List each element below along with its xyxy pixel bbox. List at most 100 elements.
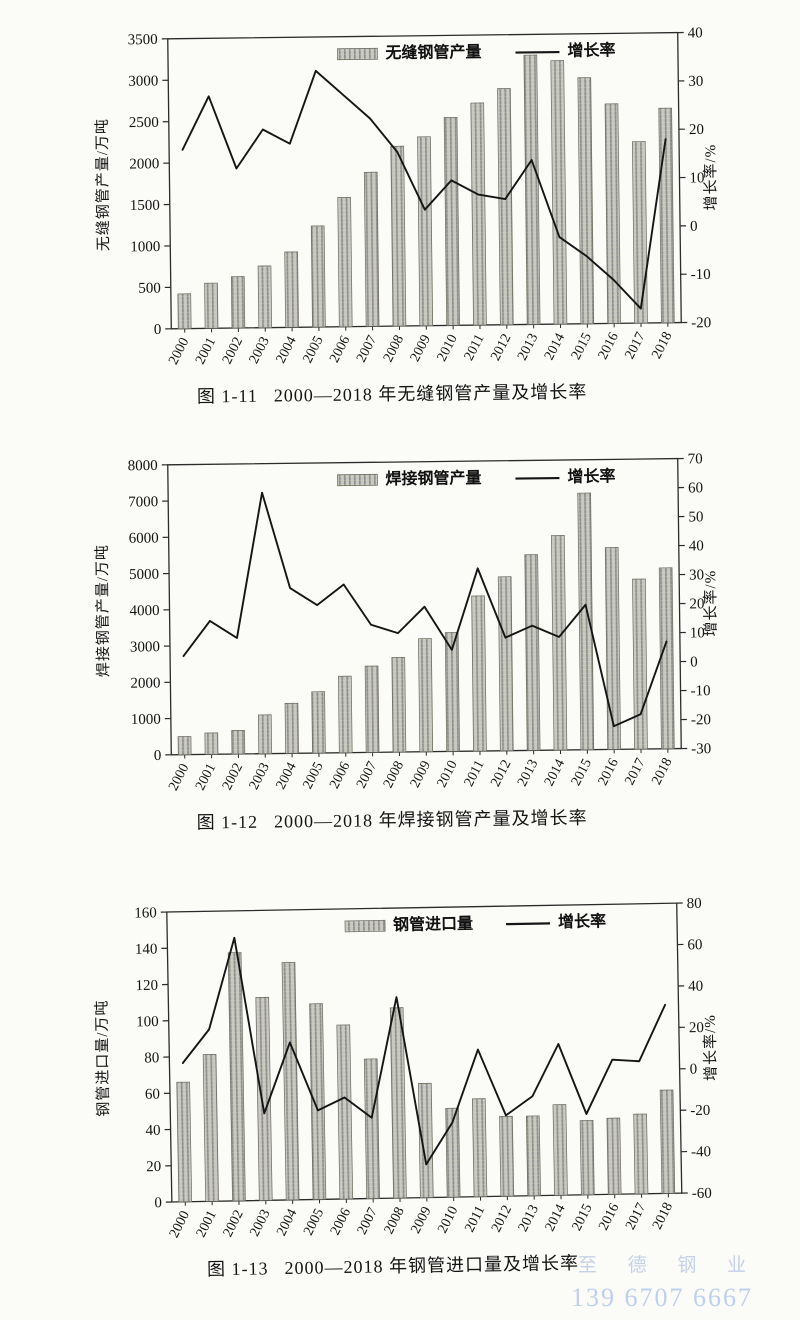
svg-text:6000: 6000 <box>129 530 159 546</box>
svg-text:2013: 2013 <box>516 1203 542 1235</box>
figure-number: 图 1-12 <box>196 811 259 833</box>
svg-text:2014: 2014 <box>542 331 568 363</box>
seamless-pipe-chart: 0 500 1000 1500 2000 2500 3000 3500 -20 -10 0 10 20 3… <box>94 25 720 367</box>
svg-text:2005: 2005 <box>300 760 326 792</box>
svg-text:2016: 2016 <box>596 1201 622 1233</box>
svg-text:60: 60 <box>145 1086 160 1102</box>
svg-text:2015: 2015 <box>569 331 595 363</box>
svg-text:2005: 2005 <box>300 334 326 366</box>
figure-number: 图 1-13 <box>206 1258 269 1280</box>
figure-title: 2000—2018 年焊接钢管产量及增长率 <box>273 807 588 832</box>
svg-text:2003: 2003 <box>247 335 273 367</box>
svg-text:钢管进口量/万吨: 钢管进口量/万吨 <box>93 999 112 1116</box>
figure-seamless-pipe: 0 500 1000 1500 2000 2500 3000 3500 -20 -10 0 10 20 3… <box>38 20 763 425</box>
svg-text:1000: 1000 <box>130 239 160 255</box>
figure-title: 2000—2018 年钢管进口量及增长率 <box>284 1252 580 1279</box>
svg-text:2002: 2002 <box>220 761 246 793</box>
svg-text:2006: 2006 <box>328 1206 354 1238</box>
svg-text:2000: 2000 <box>129 156 159 172</box>
svg-text:2500: 2500 <box>129 115 159 131</box>
svg-text:10: 10 <box>689 170 704 186</box>
svg-text:2001: 2001 <box>193 761 219 793</box>
svg-text:2000: 2000 <box>167 1209 193 1241</box>
svg-text:2009: 2009 <box>408 759 434 791</box>
svg-text:增长率: 增长率 <box>558 911 606 931</box>
svg-text:20: 20 <box>146 1159 161 1175</box>
svg-text:100: 100 <box>136 1014 159 1030</box>
svg-text:2006: 2006 <box>327 334 353 366</box>
svg-text:0: 0 <box>690 219 698 235</box>
svg-text:2017: 2017 <box>623 330 649 362</box>
svg-text:无缝钢管产量/万吨: 无缝钢管产量/万吨 <box>94 118 113 251</box>
welded-pipe-chart: 0 1000 2000 3000 4000 5000 6000 7000 8000 -30 -20 -… <box>94 451 720 794</box>
svg-text:160: 160 <box>134 905 157 921</box>
svg-text:2018: 2018 <box>649 330 675 362</box>
svg-text:2004: 2004 <box>274 760 300 792</box>
svg-text:2002: 2002 <box>221 1208 247 1240</box>
svg-text:20: 20 <box>689 1020 704 1036</box>
svg-text:2007: 2007 <box>354 759 380 791</box>
svg-text:无缝钢管产量: 无缝钢管产量 <box>384 42 481 62</box>
svg-text:50: 50 <box>688 509 703 525</box>
svg-text:30: 30 <box>688 74 703 90</box>
svg-text:增长率: 增长率 <box>567 466 615 486</box>
svg-text:-40: -40 <box>691 1144 711 1160</box>
svg-text:2008: 2008 <box>382 1205 408 1237</box>
svg-text:40: 40 <box>689 538 704 554</box>
svg-text:增长率: 增长率 <box>567 40 615 60</box>
figure-number: 图 1-11 <box>196 385 258 407</box>
svg-text:4000: 4000 <box>129 603 159 619</box>
svg-text:40: 40 <box>688 25 703 41</box>
svg-text:2005: 2005 <box>301 1206 327 1238</box>
svg-text:3000: 3000 <box>128 73 158 89</box>
svg-text:2014: 2014 <box>543 1202 569 1234</box>
svg-text:2011: 2011 <box>462 758 488 789</box>
svg-text:8000: 8000 <box>128 458 158 474</box>
svg-text:增长率/%: 增长率/% <box>702 144 720 211</box>
figure-pipe-imports: 0 20 40 60 80 100 120 140 160 -60 -40 -20 0 20 40 60 80 2… <box>37 890 764 1299</box>
svg-text:140: 140 <box>135 941 158 957</box>
svg-text:2015: 2015 <box>569 757 595 789</box>
svg-text:增长率/%: 增长率/% <box>702 1014 720 1081</box>
svg-text:2014: 2014 <box>542 757 568 789</box>
svg-text:焊接钢管产量/万吨: 焊接钢管产量/万吨 <box>94 544 113 677</box>
svg-text:2010: 2010 <box>435 1204 461 1236</box>
svg-text:2016: 2016 <box>596 756 622 788</box>
svg-text:2017: 2017 <box>623 756 649 788</box>
svg-text:2004: 2004 <box>274 1207 300 1239</box>
svg-text:2017: 2017 <box>623 1201 649 1233</box>
svg-text:2013: 2013 <box>515 757 541 789</box>
svg-text:500: 500 <box>138 280 161 296</box>
svg-text:2012: 2012 <box>488 758 514 790</box>
svg-text:2010: 2010 <box>435 758 461 790</box>
svg-text:3000: 3000 <box>130 639 160 655</box>
svg-text:2000: 2000 <box>166 762 192 794</box>
svg-text:2003: 2003 <box>247 761 273 793</box>
svg-text:-10: -10 <box>690 683 710 699</box>
svg-text:2012: 2012 <box>488 332 514 364</box>
svg-text:2018: 2018 <box>649 756 675 788</box>
svg-text:2008: 2008 <box>381 333 407 365</box>
svg-text:2011: 2011 <box>462 332 488 363</box>
svg-text:2004: 2004 <box>274 334 300 366</box>
svg-text:钢管进口量: 钢管进口量 <box>393 914 473 934</box>
svg-text:80: 80 <box>687 896 702 912</box>
svg-text:40: 40 <box>145 1123 160 1139</box>
svg-text:2002: 2002 <box>220 335 246 367</box>
pipe-import-chart: 0 20 40 60 80 100 120 140 160 -60 -40 -20 0 20 40 60 80 2… <box>93 896 720 1241</box>
svg-text:-20: -20 <box>691 315 711 331</box>
svg-text:120: 120 <box>135 978 158 994</box>
svg-text:2008: 2008 <box>381 759 407 791</box>
svg-text:70: 70 <box>688 451 703 467</box>
svg-text:2006: 2006 <box>327 760 353 792</box>
svg-text:2013: 2013 <box>515 331 541 363</box>
svg-text:2007: 2007 <box>355 1205 381 1237</box>
svg-text:焊接钢管产量: 焊接钢管产量 <box>385 468 481 488</box>
svg-text:-60: -60 <box>692 1186 712 1202</box>
svg-text:1000: 1000 <box>131 712 161 728</box>
svg-text:2012: 2012 <box>489 1203 515 1235</box>
svg-text:2018: 2018 <box>650 1200 676 1232</box>
svg-text:0: 0 <box>689 1062 697 1078</box>
svg-text:60: 60 <box>688 480 703 496</box>
svg-text:0: 0 <box>154 322 162 338</box>
